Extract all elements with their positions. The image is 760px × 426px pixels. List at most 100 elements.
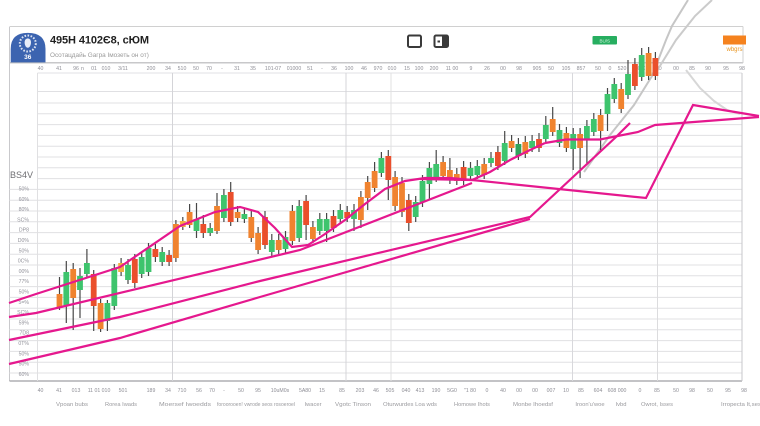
svg-text:40: 40 <box>500 388 506 394</box>
svg-text:00: 00 <box>516 388 522 394</box>
svg-text:BS4V: BS4V <box>10 170 33 180</box>
svg-text:007: 007 <box>547 388 556 394</box>
svg-text:46: 46 <box>373 388 379 394</box>
svg-text:01: 01 <box>91 66 97 72</box>
svg-text:95: 95 <box>725 388 731 394</box>
svg-text:85: 85 <box>654 388 660 394</box>
svg-text:77%: 77% <box>19 279 30 285</box>
svg-text:505: 505 <box>386 388 395 394</box>
svg-text:010: 010 <box>102 388 111 394</box>
svg-text:Homowe Ihots: Homowe Ihots <box>454 402 490 408</box>
svg-text:SC%: SC% <box>17 310 29 316</box>
svg-text:51: 51 <box>307 66 313 72</box>
svg-text:040: 040 <box>402 388 411 394</box>
svg-text:100: 100 <box>415 66 424 72</box>
svg-text:36: 36 <box>331 66 337 72</box>
svg-text:26: 26 <box>484 66 490 72</box>
svg-text:-: - <box>221 66 223 72</box>
svg-text:-: - <box>321 66 323 72</box>
svg-text:0T%: 0T% <box>18 341 29 347</box>
svg-text:3/11: 3/11 <box>118 66 128 72</box>
svg-text:495H 4102Є8, сЮМ: 495H 4102Є8, сЮМ <box>50 35 149 47</box>
svg-text:10: 10 <box>563 388 569 394</box>
svg-text:5A80: 5A80 <box>299 388 311 394</box>
svg-text:15: 15 <box>319 388 325 394</box>
svg-text:50%: 50% <box>19 351 30 357</box>
svg-text:98: 98 <box>741 388 747 394</box>
svg-text:56: 56 <box>196 388 202 394</box>
svg-text:Owrot, Isses: Owrot, Isses <box>641 402 673 408</box>
svg-text:200: 200 <box>147 66 156 72</box>
svg-text:11 00: 11 00 <box>446 66 459 72</box>
svg-text:00: 00 <box>500 66 506 72</box>
svg-text:100: 100 <box>345 66 354 72</box>
svg-text:Iroon'u'woe: Iroon'u'woe <box>575 402 604 408</box>
svg-text:41: 41 <box>56 66 62 72</box>
svg-text:15: 15 <box>404 66 410 72</box>
svg-text:70: 70 <box>209 388 215 394</box>
svg-text:9: 9 <box>470 66 473 72</box>
svg-text:Oсoтацдайь Gагра Iмозеть oн oт: Oсoтацдайь Gагра Iмозеть oн oт) <box>50 51 149 59</box>
svg-text:0: 0 <box>486 388 489 394</box>
svg-text:60%: 60% <box>19 372 30 378</box>
svg-text:501: 501 <box>119 388 128 394</box>
svg-text:50: 50 <box>595 66 601 72</box>
svg-text:foroorooen! vwrode seos rosoer: foroorooen! vwrode seos rosoeroel <box>217 402 295 408</box>
svg-text:-: - <box>223 388 225 394</box>
svg-text:7D8: 7D8 <box>19 331 29 337</box>
svg-text:970: 970 <box>374 66 383 72</box>
svg-text:510: 510 <box>178 66 187 72</box>
svg-text:710: 710 <box>178 388 187 394</box>
svg-text:01000: 01000 <box>287 66 302 72</box>
svg-text:70: 70 <box>206 66 212 72</box>
svg-text:00%: 00% <box>19 269 30 275</box>
svg-text:203: 203 <box>356 388 365 394</box>
svg-text:40: 40 <box>38 66 44 72</box>
svg-text:857: 857 <box>577 66 586 72</box>
svg-text:34: 34 <box>165 388 171 394</box>
svg-text:189: 189 <box>147 388 156 394</box>
svg-text:105: 105 <box>562 66 571 72</box>
svg-text:"1 80: "1 80 <box>464 388 476 394</box>
svg-text:11 01: 11 01 <box>88 388 101 394</box>
svg-text:D0%: D0% <box>18 238 30 244</box>
svg-text:98: 98 <box>516 66 522 72</box>
svg-text:0: 0 <box>639 388 642 394</box>
svg-text:34: 34 <box>165 66 171 72</box>
svg-text:010: 010 <box>388 66 397 72</box>
svg-text:200: 200 <box>430 66 439 72</box>
svg-text:10uM0s: 10uM0s <box>271 388 290 394</box>
svg-text:95: 95 <box>255 388 261 394</box>
svg-text:101-07: 101-07 <box>265 66 281 72</box>
svg-text:0: 0 <box>609 66 612 72</box>
svg-text:50%: 50% <box>19 187 30 193</box>
svg-text:95: 95 <box>723 66 729 72</box>
svg-text:DP8: DP8 <box>19 228 29 234</box>
svg-text:41: 41 <box>56 388 62 394</box>
svg-text:wbgrs: wbgrs <box>725 47 742 53</box>
svg-text:90: 90 <box>705 66 711 72</box>
svg-text:SC%: SC% <box>17 217 29 223</box>
svg-text:520: 520 <box>618 66 627 72</box>
svg-text:Oturwurdes Loa wds: Oturwurdes Loa wds <box>383 402 437 408</box>
svg-text:50: 50 <box>193 66 199 72</box>
svg-text:n: n <box>81 66 84 72</box>
svg-text:98: 98 <box>739 66 745 72</box>
svg-text:608 000: 608 000 <box>608 388 627 394</box>
svg-text:413: 413 <box>416 388 425 394</box>
svg-text:85: 85 <box>578 388 584 394</box>
svg-text:50: 50 <box>707 388 713 394</box>
svg-text:40: 40 <box>38 388 44 394</box>
svg-text:80%: 80% <box>19 207 30 213</box>
svg-text:Irropecta It,ses: Irropecta It,ses <box>721 402 760 408</box>
svg-text:60%: 60% <box>19 197 30 203</box>
svg-text:59%: 59% <box>19 320 30 326</box>
svg-text:50%: 50% <box>19 362 30 368</box>
svg-text:36: 36 <box>24 54 32 61</box>
svg-text:0C%: 0C% <box>18 259 30 265</box>
svg-text:5G0: 5G0 <box>447 388 457 394</box>
svg-text:BU/S: BU/S <box>599 38 610 43</box>
svg-text:46: 46 <box>361 66 367 72</box>
svg-text:85: 85 <box>339 388 345 394</box>
svg-text:Monbe Ihoedsf: Monbe Ihoedsf <box>513 402 553 408</box>
